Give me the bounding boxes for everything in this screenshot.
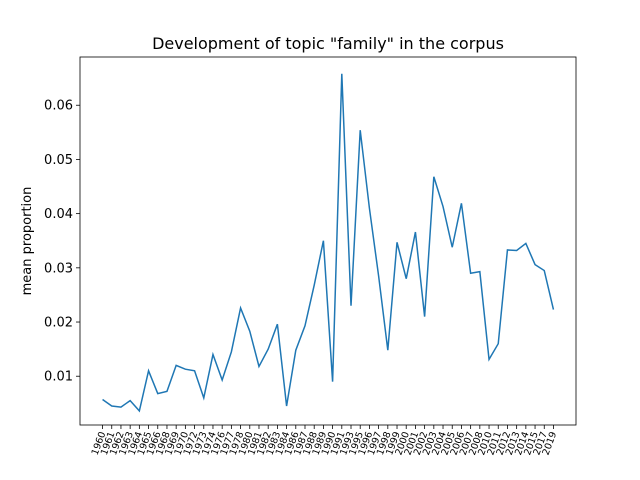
y-tick-label: 0.04 xyxy=(44,207,73,222)
y-tick-label: 0.01 xyxy=(44,370,73,385)
y-tick-label: 0.05 xyxy=(44,153,73,168)
y-tick-label: 0.02 xyxy=(44,316,73,331)
chart-title: Development of topic "family" in the cor… xyxy=(152,34,504,53)
y-tick-label: 0.03 xyxy=(44,261,73,276)
line-series xyxy=(102,73,555,413)
y-tick-label: 0.06 xyxy=(44,99,73,114)
plot-frame xyxy=(79,56,577,426)
y-axis-label: mean proportion xyxy=(20,187,35,296)
